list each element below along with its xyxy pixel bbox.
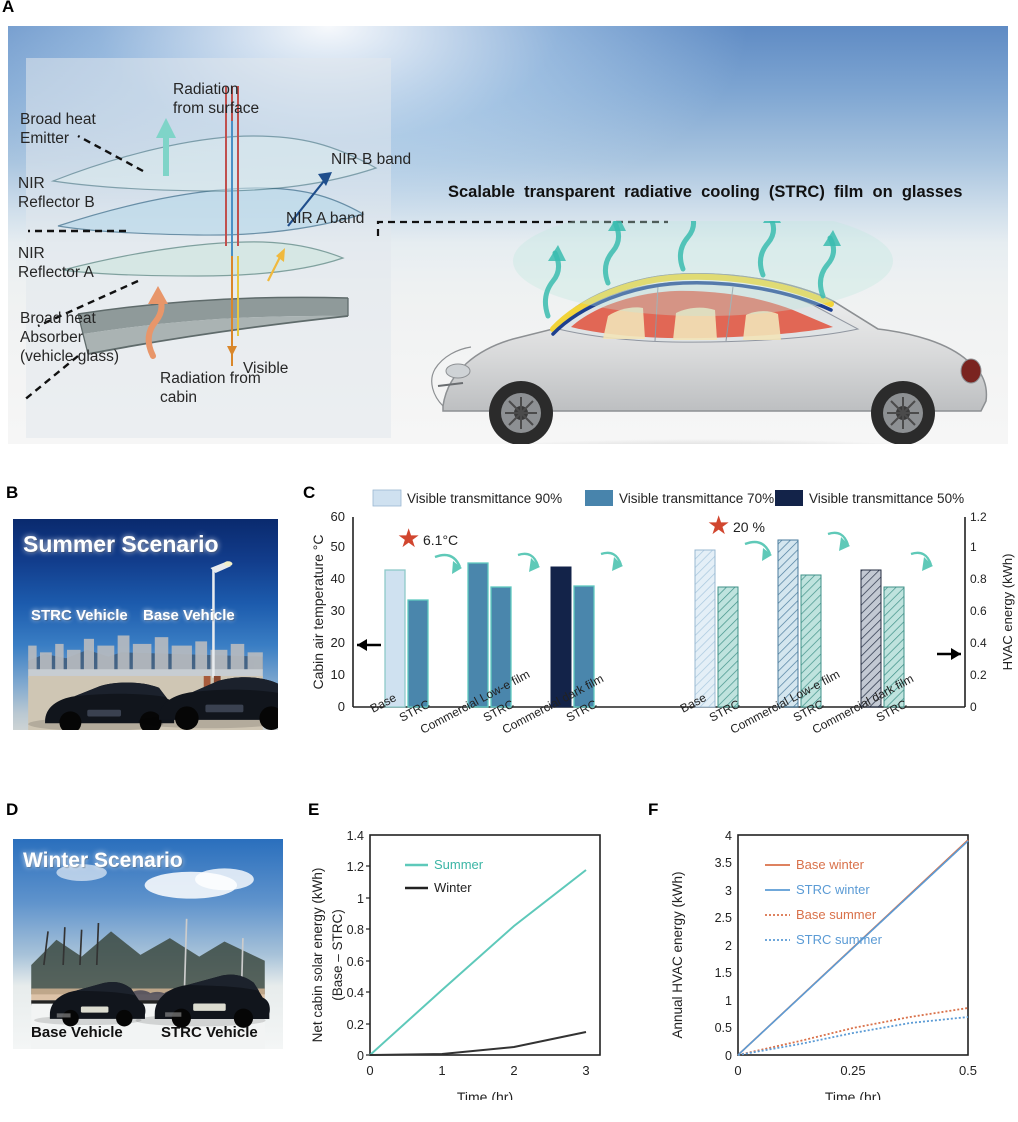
svg-text:0.2: 0.2 (347, 1018, 364, 1032)
svg-text:Summer: Summer (434, 857, 484, 872)
svg-text:2: 2 (510, 1063, 517, 1078)
svg-text:Visible transmittance 90%: Visible transmittance 90% (407, 491, 562, 506)
svg-text:0: 0 (338, 699, 345, 714)
svg-text:4: 4 (725, 829, 732, 843)
svg-text:2: 2 (725, 939, 732, 953)
svg-text:60: 60 (331, 509, 345, 524)
svg-text:★: ★ (397, 523, 420, 553)
svg-text:Time (hr): Time (hr) (457, 1089, 513, 1100)
svg-text:1: 1 (970, 540, 977, 554)
svg-text:10: 10 (331, 667, 345, 682)
svg-text:1: 1 (438, 1063, 445, 1078)
svg-text:★: ★ (707, 510, 730, 540)
svg-text:1.5: 1.5 (715, 966, 732, 980)
svg-text:Visible transmittance 50%: Visible transmittance 50% (809, 491, 964, 506)
svg-text:0.25: 0.25 (840, 1063, 865, 1078)
svg-text:0.4: 0.4 (970, 636, 987, 650)
svg-text:0.2: 0.2 (970, 668, 987, 682)
svg-text:2.5: 2.5 (715, 911, 732, 925)
svg-text:0.5: 0.5 (959, 1063, 977, 1078)
svg-text:Visible transmittance 70%: Visible transmittance 70% (619, 491, 774, 506)
svg-text:20 %: 20 % (733, 519, 765, 535)
svg-text:50: 50 (331, 539, 345, 554)
svg-text:40: 40 (331, 571, 345, 586)
svg-text:0.6: 0.6 (347, 955, 364, 969)
svg-text:1: 1 (725, 994, 732, 1008)
svg-text:0: 0 (725, 1049, 732, 1063)
svg-text:6.1°C: 6.1°C (423, 532, 458, 548)
svg-text:1.4: 1.4 (347, 829, 364, 843)
svg-text:0: 0 (357, 1049, 364, 1063)
svg-text:Net cabin solar energy (kWh): Net cabin solar energy (kWh) (310, 868, 325, 1043)
svg-text:0: 0 (734, 1063, 741, 1078)
svg-text:0: 0 (970, 700, 977, 714)
svg-text:Base summer: Base summer (796, 907, 877, 922)
svg-text:3: 3 (582, 1063, 589, 1078)
svg-text:0.5: 0.5 (715, 1021, 732, 1035)
svg-text:20: 20 (331, 635, 345, 650)
svg-text:0: 0 (366, 1063, 373, 1078)
svg-text:0.4: 0.4 (347, 986, 364, 1000)
svg-text:Base winter: Base winter (796, 857, 865, 872)
svg-text:0.8: 0.8 (347, 923, 364, 937)
svg-text:0.6: 0.6 (970, 604, 987, 618)
svg-text:Time (hr): Time (hr) (825, 1089, 881, 1100)
svg-text:3: 3 (725, 884, 732, 898)
svg-text:Annual HVAC energy (kWh): Annual HVAC energy (kWh) (670, 871, 685, 1038)
svg-text:HVAC energy (kWh): HVAC energy (kWh) (1000, 554, 1015, 671)
svg-text:3.5: 3.5 (715, 856, 732, 870)
svg-text:Cabin air temperature °C: Cabin air temperature °C (310, 535, 326, 690)
svg-text:Winter: Winter (434, 880, 472, 895)
svg-text:1: 1 (357, 892, 364, 906)
svg-text:1.2: 1.2 (970, 510, 987, 524)
svg-text:STRC summer: STRC summer (796, 932, 883, 947)
svg-text:STRC winter: STRC winter (796, 882, 870, 897)
svg-text:30: 30 (331, 603, 345, 618)
svg-text:0.8: 0.8 (970, 572, 987, 586)
svg-text:1.2: 1.2 (347, 860, 364, 874)
svg-text:(Base – STRC): (Base – STRC) (330, 909, 345, 1001)
